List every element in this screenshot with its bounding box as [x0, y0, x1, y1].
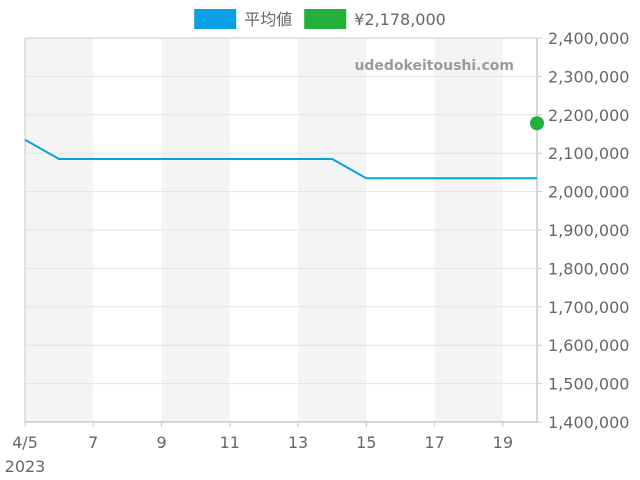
y-tick-label: 2,000,000 [548, 183, 629, 202]
legend-label: ¥2,178,000 [354, 10, 446, 29]
x-tick-label: 15 [356, 433, 376, 452]
legend-swatch [194, 9, 237, 29]
current-price-point [530, 116, 544, 131]
legend-item-current[interactable]: ¥2,178,000 [304, 9, 446, 29]
y-tick-label: 1,700,000 [548, 298, 629, 317]
x-axis-labels: 4/5 2023 7 9 11 13 15 17 19 [5, 433, 513, 476]
series-layer [24, 116, 544, 180]
x-tick-label: 19 [493, 433, 513, 452]
legend-label: 平均値 [244, 10, 292, 29]
y-axis-labels: 2,400,000 2,300,000 2,200,000 2,100,000 2,00… [548, 29, 629, 432]
legend[interactable]: 平均値 ¥2,178,000 [194, 9, 446, 29]
x-tick-label: 9 [156, 433, 166, 452]
x-tick-label: 7 [88, 433, 98, 452]
legend-swatch [304, 9, 347, 29]
y-tick-label: 2,300,000 [548, 67, 629, 86]
y-tick-label: 1,900,000 [548, 221, 629, 240]
y-tick-label: 1,500,000 [548, 375, 629, 394]
legend-item-average[interactable]: 平均値 [194, 9, 292, 29]
x-tick-label: 13 [288, 433, 308, 452]
axes [24, 37, 542, 427]
watermark: udedokeitoushi.com [354, 58, 514, 74]
x-tick-label: 4/5 [12, 433, 38, 452]
y-tick-label: 2,100,000 [548, 144, 629, 163]
y-tick-label: 1,600,000 [548, 336, 629, 355]
x-tick-label: 17 [424, 433, 444, 452]
y-tick-label: 1,800,000 [548, 259, 629, 278]
y-tick-label: 2,400,000 [548, 29, 629, 48]
average-price-line [24, 138, 537, 180]
y-tick-label: 1,400,000 [548, 413, 629, 432]
y-tick-label: 2,200,000 [548, 106, 629, 125]
x-tick-label: 11 [220, 433, 240, 452]
x-tick-sublabel: 2023 [5, 457, 46, 476]
